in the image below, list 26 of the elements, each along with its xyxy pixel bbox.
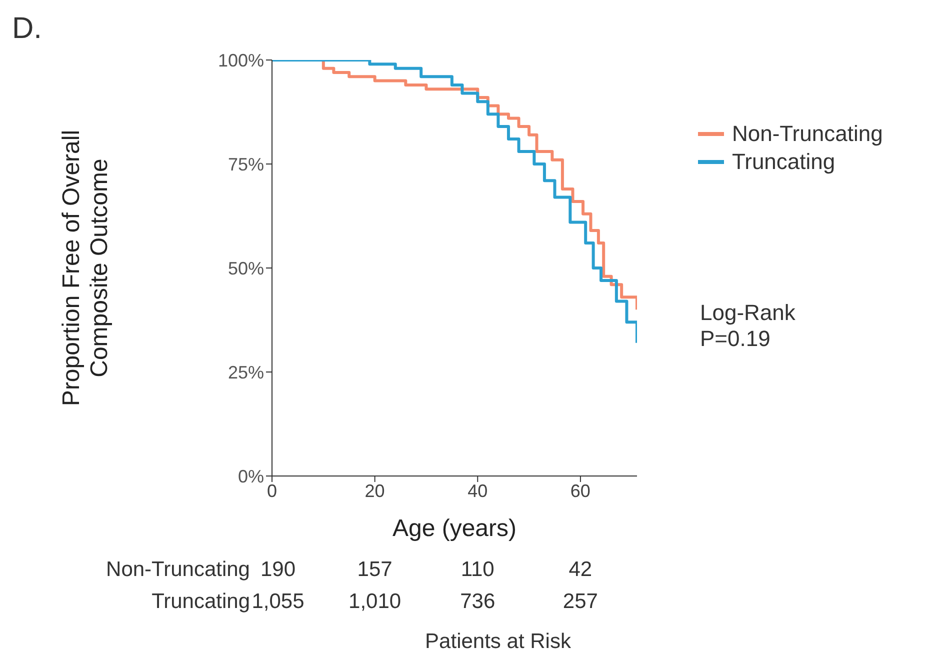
text: 157: [356, 558, 394, 582]
y-tick-label: 100%: [218, 50, 264, 70]
text: 1,055: [252, 590, 304, 613]
text: Non-Truncating: [105, 558, 250, 582]
y-tick-label: 50%: [228, 258, 264, 278]
text: Truncating: [150, 590, 250, 614]
text: Patients at Risk: [424, 630, 572, 654]
text: Log-Rank P=0.19: [700, 300, 796, 352]
text: 736: [459, 590, 496, 614]
y-tick-label: 25%: [228, 362, 264, 382]
text: 257: [562, 590, 599, 614]
legend-label: Non-Truncating: [732, 121, 883, 147]
text: 110: [460, 558, 496, 582]
text: 190: [260, 558, 296, 581]
x-tick-label: 0: [266, 480, 278, 501]
y-tick-label: 75%: [228, 154, 264, 174]
x-tick-label: 20: [364, 480, 385, 501]
legend-label: Truncating: [732, 149, 836, 175]
y-axis-title: Proportion Free of Overall Composite Outcome: [58, 130, 114, 406]
x-tick-label: 40: [468, 480, 488, 501]
y-tick-label: 0%: [238, 466, 264, 486]
text: 1,010: [348, 590, 402, 614]
x-tick-label: 60: [570, 480, 590, 501]
text: D.: [12, 12, 42, 46]
x-axis-title: Age (years): [392, 515, 517, 542]
text: 42: [568, 558, 594, 582]
